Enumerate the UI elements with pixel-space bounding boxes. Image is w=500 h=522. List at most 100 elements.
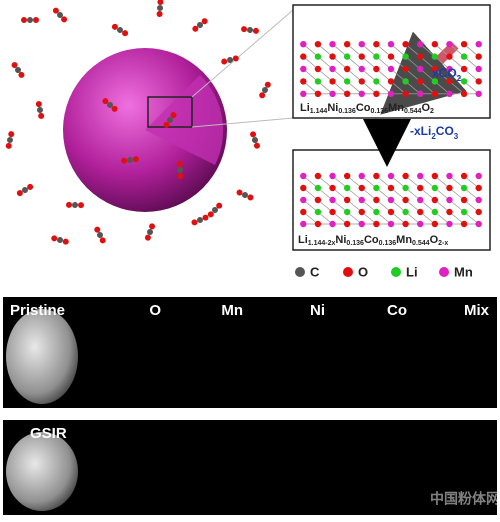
atom: [431, 41, 439, 48]
atom: [163, 121, 170, 128]
atom: [300, 90, 307, 98]
zoom-box: [147, 96, 193, 128]
atom: [402, 41, 409, 48]
atom: [314, 78, 322, 85]
atom: [329, 184, 336, 192]
atom: [15, 67, 21, 73]
atom: [417, 41, 424, 48]
legend-swatch: [295, 267, 305, 277]
atom: [329, 208, 336, 216]
atom: [167, 117, 173, 123]
atom: [117, 27, 123, 33]
row-label: Pristine: [10, 302, 65, 319]
lattice: [300, 172, 482, 228]
atom: [7, 137, 13, 143]
atom: [262, 87, 268, 93]
atom: [402, 90, 409, 98]
atom: [300, 65, 307, 73]
atom: [387, 90, 395, 98]
atom: [460, 184, 468, 192]
formula-before: Li1.144Ni0.136Co0.136Mn0.544O2: [300, 102, 434, 115]
co2-molecule: [156, 0, 164, 17]
co2-molecule: [250, 131, 260, 149]
atom: [343, 184, 351, 192]
element-map: [415, 428, 486, 511]
legend-label: C: [310, 264, 320, 279]
atom: [358, 172, 365, 180]
element-map: [253, 309, 321, 404]
atom: [417, 196, 424, 204]
co2-molecule: [259, 81, 271, 99]
atom: [446, 78, 453, 85]
atom: [431, 65, 439, 73]
atom: [232, 55, 239, 62]
atom: [177, 167, 183, 173]
atom: [358, 41, 365, 48]
co2-molecule: [221, 55, 239, 65]
atom: [57, 237, 63, 243]
atom: [300, 41, 307, 48]
watermark: 中国粉体网: [430, 491, 500, 507]
channel-label: O: [149, 302, 161, 319]
atom: [460, 53, 468, 60]
atom: [111, 105, 118, 112]
atom: [176, 161, 183, 168]
atom: [446, 41, 453, 48]
row-label: GSIR: [30, 425, 67, 442]
subscript: 2-x: [438, 240, 448, 247]
element-map: [169, 428, 240, 511]
atom: [373, 53, 380, 60]
atom: [431, 78, 439, 85]
atom: [431, 184, 439, 192]
atom: [300, 220, 307, 228]
atom: [373, 220, 380, 228]
atom: [252, 27, 259, 34]
formula-part: Co: [364, 234, 379, 246]
atom: [27, 183, 34, 190]
atom: [475, 65, 482, 73]
atom: [300, 78, 307, 85]
subscript: 1.144-2x: [308, 240, 336, 247]
atom: [197, 22, 203, 28]
atom: [387, 65, 395, 73]
atom: [475, 53, 482, 60]
element-map: [333, 428, 404, 511]
atom: [431, 53, 439, 60]
legend-swatch: [439, 267, 449, 277]
atom: [132, 156, 139, 163]
atom: [402, 196, 409, 204]
atom: [253, 142, 260, 149]
atom: [27, 17, 33, 23]
atom: [387, 53, 395, 60]
atom: [387, 172, 395, 180]
atom: [127, 157, 133, 163]
eds-maps: Pristine O Mn Ni Co Mix GSIR: [3, 297, 497, 515]
atom: [201, 18, 208, 25]
atom: [373, 172, 380, 180]
atom: [66, 201, 73, 208]
atom: [343, 78, 351, 85]
atom: [197, 217, 203, 223]
co2-molecule: [191, 214, 209, 226]
atom: [300, 172, 307, 180]
element-map: [417, 309, 485, 404]
atom: [475, 90, 482, 98]
atom: [51, 235, 58, 242]
co2-molecule: [176, 161, 184, 179]
atom: [5, 142, 12, 149]
atom: [156, 10, 163, 17]
subscript: 1.144: [310, 108, 328, 115]
atom: [343, 90, 351, 98]
legend-label: Mn: [454, 264, 473, 279]
atom: [157, 5, 163, 11]
atom: [358, 184, 365, 192]
atom: [62, 238, 69, 245]
formula-part: Ni: [327, 102, 338, 114]
atom: [192, 25, 199, 32]
element-map: [171, 309, 239, 404]
atom: [259, 92, 266, 99]
atom: [61, 16, 68, 23]
atom: [460, 208, 468, 216]
atom: [475, 78, 482, 85]
